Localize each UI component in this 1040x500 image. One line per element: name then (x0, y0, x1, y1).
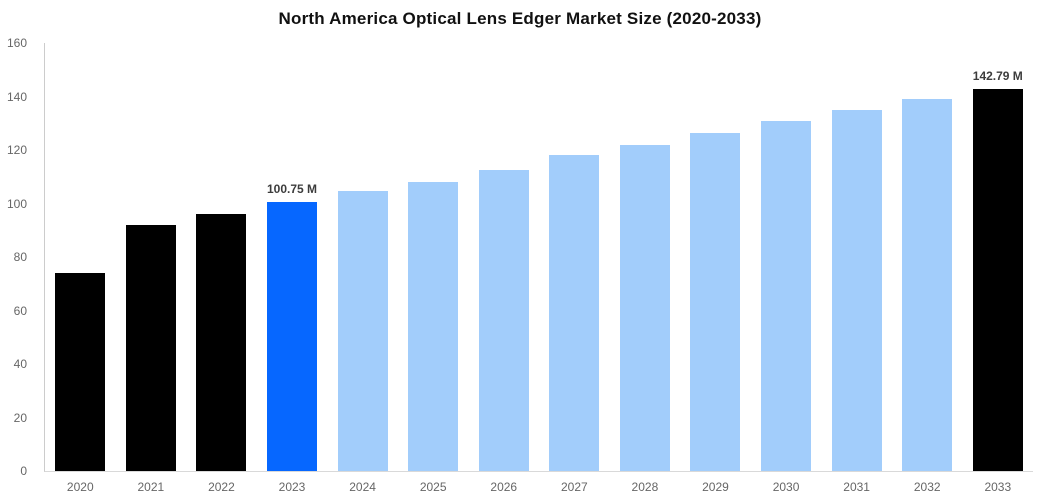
y-axis-label: 60 (13, 303, 27, 318)
bar-slot-2021: 2021 (116, 43, 187, 493)
bar-2024[interactable] (337, 191, 388, 471)
x-axis-label-2022: 2022 (208, 480, 235, 494)
bar-slot-2028: 2028 (610, 43, 681, 493)
y-axis-label: 140 (6, 89, 27, 104)
x-axis-label-2028: 2028 (631, 480, 659, 494)
bar-2026[interactable] (478, 170, 529, 471)
y-axis-label: 160 (6, 36, 27, 50)
bar-slot-2032: 2032 (892, 43, 963, 493)
x-axis-label-2032: 2032 (913, 480, 941, 494)
bar-slot-2033: 142.79 M 2033 (963, 43, 1034, 493)
y-axis-label: 80 (13, 250, 27, 264)
bar-value-label-2023: 100.75 M (266, 181, 318, 196)
y-axis-label: 0 (20, 464, 27, 478)
plot-area: 2020 2021 2022 100.75 M 2023 2024 2025 2026 2027… (44, 43, 1034, 494)
x-axis-label-2029: 2029 (702, 480, 729, 494)
bar-slot-2029: 2029 (680, 43, 751, 493)
bar-slot-2030: 2030 (751, 43, 822, 493)
x-axis-label-2033: 2033 (984, 480, 1012, 494)
bar-2020[interactable] (55, 273, 106, 471)
x-axis-label-2031: 2031 (843, 480, 870, 494)
x-axis-label-2023: 2023 (278, 480, 306, 494)
bar-value-label-2033: 142.79 M (972, 69, 1023, 84)
bar-slot-2023: 100.75 M 2023 (257, 43, 328, 494)
bar-2030[interactable] (761, 120, 812, 471)
y-axis-label: 120 (6, 143, 27, 157)
y-axis: 0 20 40 60 80 100 120 140 160 (0, 37, 36, 477)
x-axis-label-2027: 2027 (560, 480, 588, 494)
bar-2023[interactable] (267, 201, 318, 471)
bar-slot-2025: 2025 (398, 43, 469, 493)
bar-2033[interactable] (972, 89, 1023, 471)
bar-2027[interactable] (549, 155, 600, 471)
bar-slot-2022: 2022 (186, 43, 257, 493)
bar-2031[interactable] (831, 109, 882, 471)
x-axis-label-2025: 2025 (419, 480, 447, 494)
bar-slot-2024: 2024 (327, 43, 398, 493)
x-axis-label-2024: 2024 (349, 480, 376, 494)
bar-2032[interactable] (902, 99, 953, 471)
bar-2022[interactable] (196, 214, 247, 471)
x-axis-label-2026: 2026 (490, 480, 518, 494)
x-axis-label-2020: 2020 (66, 480, 94, 494)
bar-2021[interactable] (125, 224, 176, 471)
bar-slot-2031: 2031 (821, 43, 892, 493)
chart-title: North America Optical Lens Edger Market … (278, 9, 762, 28)
bar-2028[interactable] (619, 144, 670, 471)
y-axis-label: 20 (13, 410, 27, 425)
bar-2029[interactable] (690, 132, 741, 471)
bar-slot-2027: 2027 (539, 43, 610, 493)
y-axis-label: 100 (6, 196, 27, 211)
bar-slot-2026: 2026 (468, 43, 539, 493)
bar-slot-2020: 2020 (45, 43, 116, 493)
bar-2025[interactable] (408, 182, 459, 471)
x-axis-label-2021: 2021 (137, 480, 165, 494)
y-axis-label: 40 (13, 357, 27, 371)
x-axis-label-2030: 2030 (772, 480, 800, 494)
